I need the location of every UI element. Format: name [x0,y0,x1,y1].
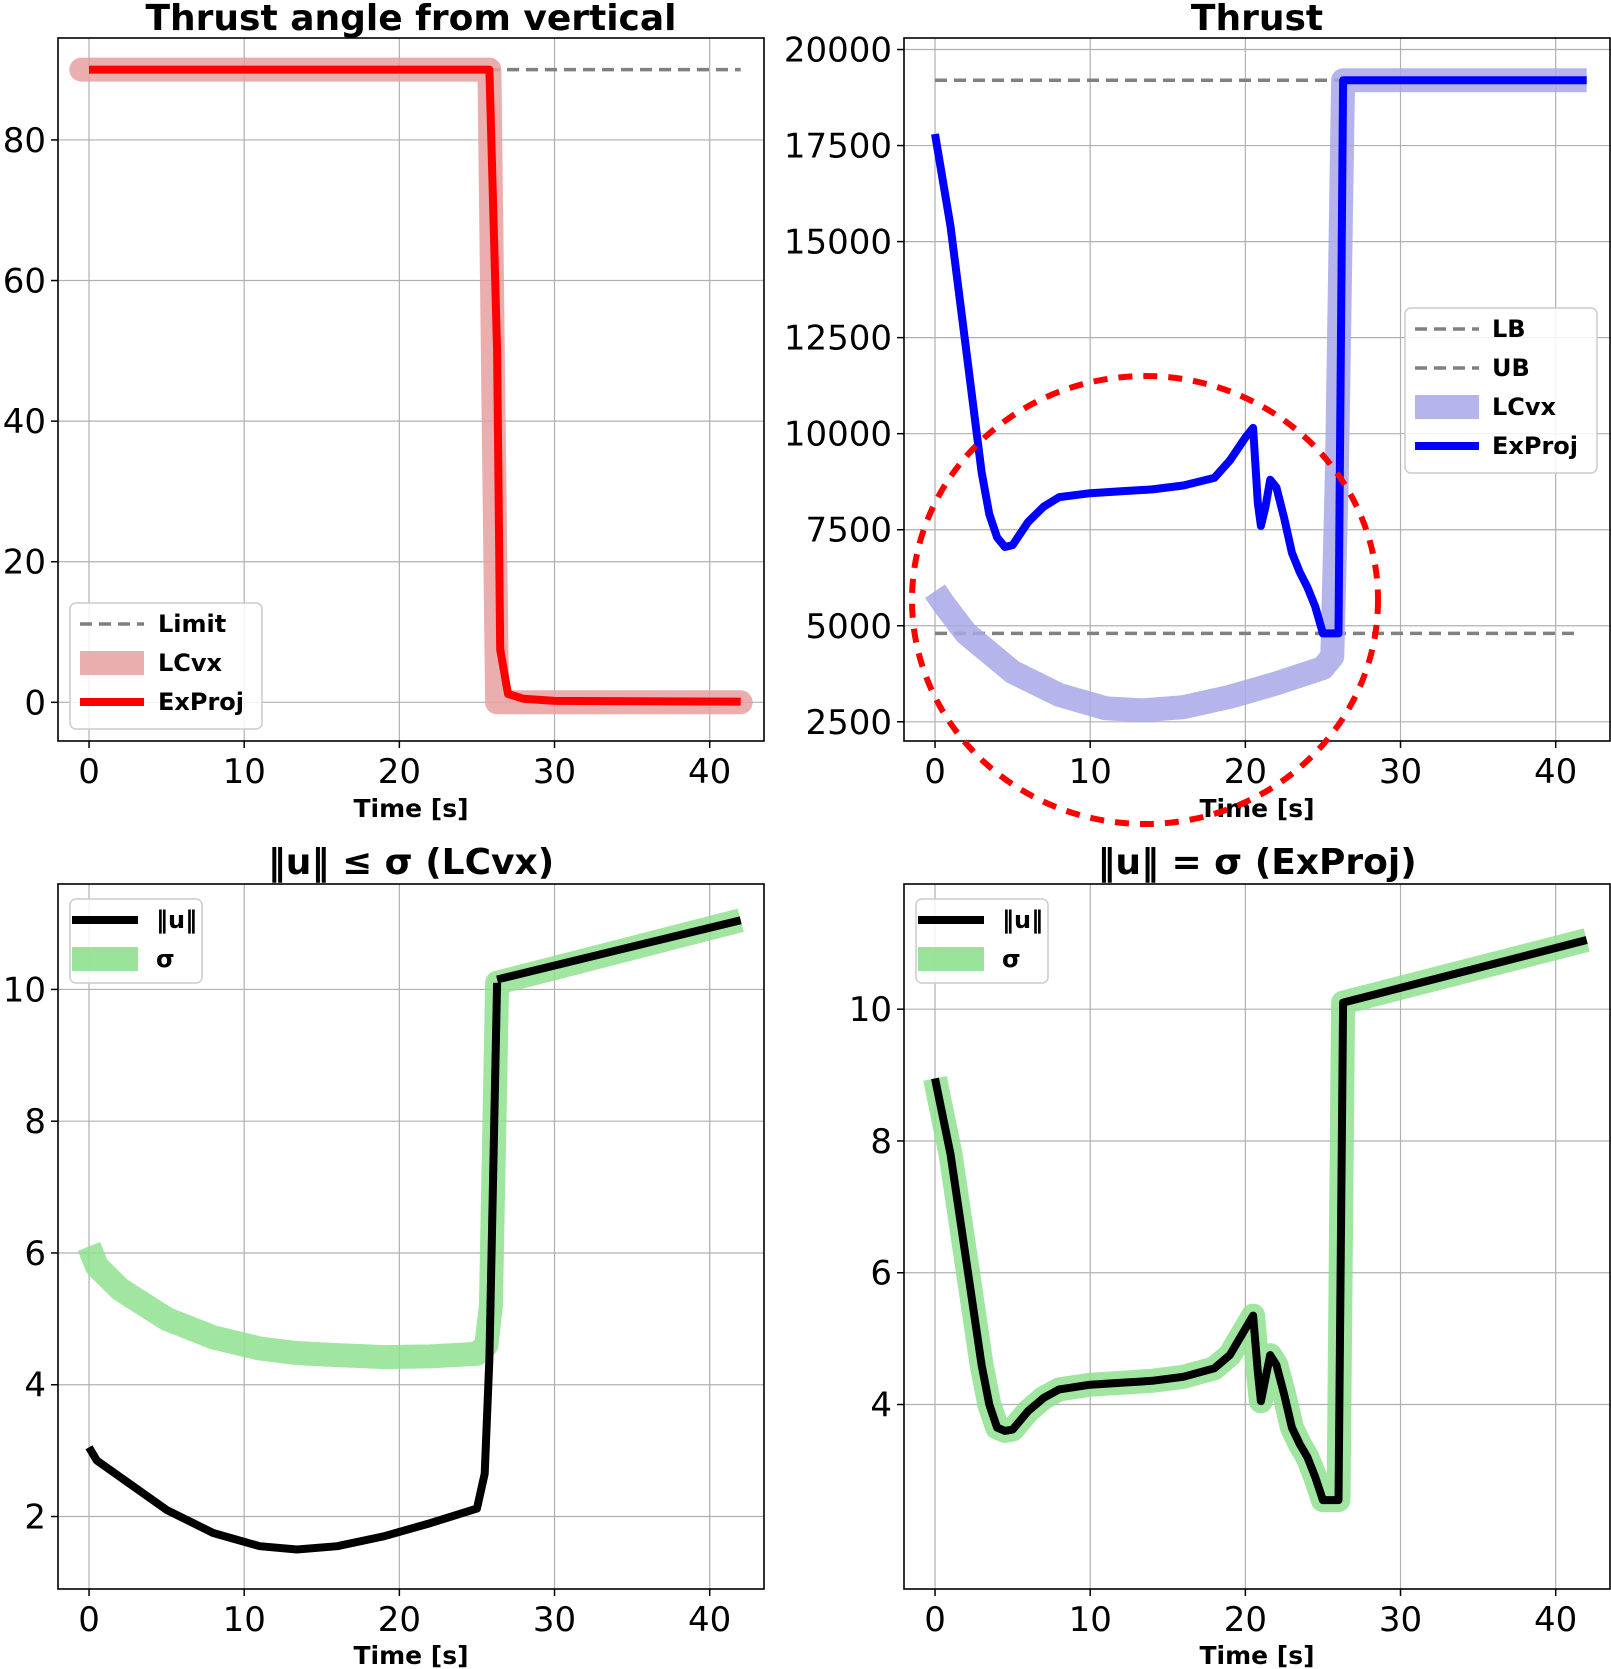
legend: LB UB LCvx ExProj [1404,307,1598,474]
legend-label-exproj: ExProj [1492,432,1578,460]
x-tick-label: 40 [1534,1600,1577,1640]
legend-label-lcvx: LCvx [158,649,223,677]
x-tick-label: 10 [223,752,266,792]
y-tick-label: 8 [24,1102,46,1142]
y-tick-label: 7500 [805,511,892,551]
y-tick-label: 6 [870,1254,892,1294]
series-u-line [85,982,502,1554]
y-tick-label: 20 [3,543,46,583]
legend-label-exproj: ExProj [158,688,244,716]
legend-label-lb: LB [1492,315,1526,343]
x-tick-label: 0 [78,752,100,792]
y-tick-label: 40 [3,402,46,442]
plot-frame [57,37,765,742]
legend-label-limit: Limit [158,610,226,638]
y-tick-label: 8 [870,1122,892,1162]
y-tick-label: 2 [24,1498,46,1538]
y-tick-label: 6 [24,1234,46,1274]
legend: Limit LCvx ExProj [69,602,263,730]
series-u-tail-line [496,916,742,984]
x-tick-label: 40 [1534,752,1577,792]
x-tick-label: 30 [533,1600,576,1640]
chart-title: Thrust [1191,0,1323,39]
y-tick-label: 10 [849,990,892,1030]
series-exproj-line [931,76,1587,638]
x-tick-label: 10 [223,1600,266,1640]
series-u-line [931,936,1588,1505]
legend-label-norm-u: ‖u‖ [1002,906,1043,934]
x-axis-label: Time [s] [353,1641,468,1669]
x-tick-label: 0 [78,1600,100,1640]
highlight-circle [909,373,1381,827]
x-tick-label: 10 [1069,752,1112,792]
plot-frame [903,37,1611,742]
y-tick-label: 4 [24,1366,46,1406]
x-tick-label: 0 [924,1600,946,1640]
plot-frame [903,883,1611,1590]
legend-label-norm-u: ‖u‖ [156,906,197,934]
chart-thrust: 0 10 20 30 40 2500 5000 7500 10000 12500 15000 1750… [784,0,1611,827]
y-tick-label: 10 [3,970,46,1010]
x-tick-label: 30 [533,752,576,792]
legend-label-lcvx: LCvx [1492,393,1557,421]
x-axis-label: Time [s] [1199,1641,1314,1669]
y-tick-label: 20000 [784,31,892,71]
x-tick-label: 20 [1224,1600,1267,1640]
y-tick-label: 5000 [805,607,892,647]
legend-label-ub: UB [1492,354,1530,382]
legend-label-sigma: σ [156,945,175,973]
x-tick-label: 30 [1379,1600,1422,1640]
y-tick-label: 15000 [784,223,892,263]
x-tick-label: 20 [1224,752,1267,792]
x-tick-label: 30 [1379,752,1422,792]
y-tick-label: 0 [24,683,46,723]
y-tick-label: 80 [3,121,46,161]
chart-title: ‖u‖ = σ (ExProj) [1097,842,1416,883]
x-tick-label: 0 [924,752,946,792]
series--line [77,908,744,1370]
series-exproj-line [89,65,741,706]
legend-label-sigma: σ [1002,945,1021,973]
y-tick-label: 17500 [784,127,892,167]
chart-exproj: 0 10 20 30 40 4 6 8 10 ‖u‖ = σ (ExProj) Time [s]… [849,842,1611,1669]
series--line [923,928,1590,1513]
y-tick-label: 4 [870,1386,892,1426]
chart-title: ‖u‖ ≤ σ (LCvx) [268,842,554,883]
legend: ‖u‖ σ [915,898,1049,984]
x-tick-label: 20 [378,752,421,792]
x-axis-label: Time [s] [353,794,468,823]
y-tick-label: 60 [3,262,46,302]
x-tick-label: 40 [688,1600,731,1640]
x-axis-label: Time [s] [1199,794,1314,823]
y-tick-label: 10000 [784,415,892,455]
x-tick-label: 20 [378,1600,421,1640]
y-tick-label: 12500 [784,319,892,359]
legend: ‖u‖ σ [69,898,203,984]
y-tick-label: 2500 [805,703,892,743]
chart-thrust-angle: 0 10 20 30 40 0 20 40 60 80 Thrust angle from ver… [3,0,765,823]
chart-title: Thrust angle from vertical [145,0,676,39]
x-tick-label: 40 [688,752,731,792]
x-tick-label: 10 [1069,1600,1112,1640]
plot-frame [57,883,765,1590]
